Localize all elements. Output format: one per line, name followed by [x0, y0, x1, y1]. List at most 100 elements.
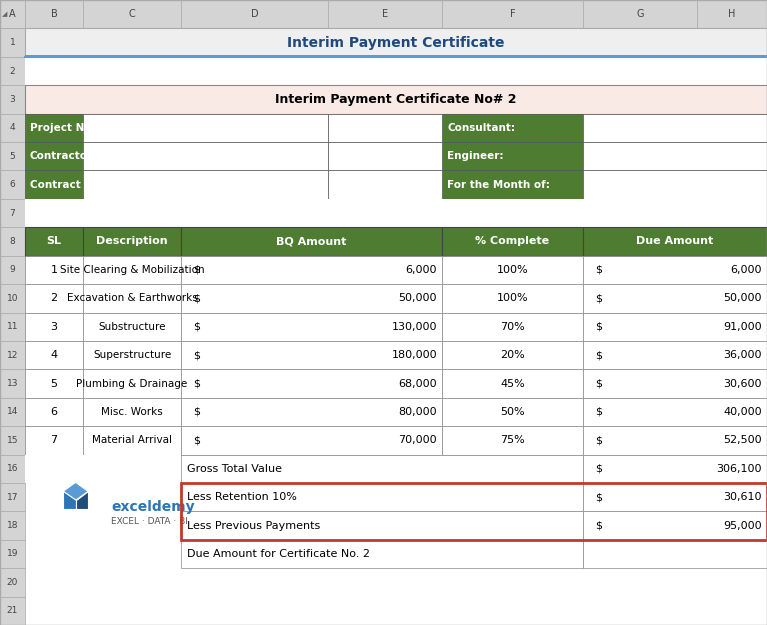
- Text: 50%: 50%: [500, 407, 525, 417]
- Bar: [83, 142, 328, 171]
- Text: 7: 7: [51, 436, 58, 446]
- Text: 4: 4: [10, 123, 15, 132]
- Bar: [442, 398, 583, 426]
- Text: 36,000: 36,000: [723, 350, 762, 360]
- Polygon shape: [76, 491, 88, 509]
- Text: Material Arrival: Material Arrival: [92, 436, 172, 446]
- Text: 6: 6: [51, 407, 58, 417]
- Text: $: $: [193, 265, 200, 275]
- Bar: [181, 284, 442, 312]
- Text: 68,000: 68,000: [398, 379, 437, 389]
- Text: 80,000: 80,000: [398, 407, 437, 417]
- Text: exceldemy: exceldemy: [111, 501, 195, 514]
- Bar: [25, 369, 83, 398]
- Bar: [83, 0, 181, 28]
- Text: ◢: ◢: [2, 11, 8, 18]
- Text: 6: 6: [10, 180, 15, 189]
- Text: 17: 17: [7, 492, 18, 502]
- Bar: [0, 511, 25, 540]
- Bar: [583, 398, 767, 426]
- Text: 13: 13: [7, 379, 18, 388]
- Bar: [181, 483, 767, 540]
- Text: A: A: [9, 9, 16, 19]
- Text: 180,000: 180,000: [391, 350, 437, 360]
- Text: 8: 8: [10, 237, 15, 246]
- Bar: [0, 28, 25, 57]
- Text: 5: 5: [51, 379, 58, 389]
- Bar: [25, 199, 767, 228]
- Text: Description: Description: [96, 236, 168, 246]
- Bar: [83, 284, 181, 312]
- Bar: [583, 483, 767, 511]
- Text: 130,000: 130,000: [391, 322, 437, 332]
- Text: 40,000: 40,000: [723, 407, 762, 417]
- Bar: [328, 171, 442, 199]
- Bar: [442, 228, 583, 256]
- Bar: [442, 312, 583, 341]
- Text: 20%: 20%: [500, 350, 525, 360]
- Bar: [0, 284, 25, 312]
- Text: 306,100: 306,100: [716, 464, 762, 474]
- Bar: [0, 199, 25, 228]
- Bar: [83, 114, 328, 142]
- Text: $: $: [595, 350, 602, 360]
- Text: 52,500: 52,500: [723, 436, 762, 446]
- Bar: [442, 114, 583, 142]
- Text: % Complete: % Complete: [476, 236, 550, 246]
- Text: 95,000: 95,000: [723, 521, 762, 531]
- Bar: [25, 171, 83, 199]
- Text: $: $: [595, 322, 602, 332]
- Bar: [181, 398, 442, 426]
- Text: 91,000: 91,000: [723, 322, 762, 332]
- Bar: [25, 0, 83, 28]
- Bar: [25, 398, 83, 426]
- Text: Superstructure: Superstructure: [93, 350, 171, 360]
- Bar: [25, 256, 83, 284]
- Bar: [328, 142, 442, 171]
- Bar: [0, 540, 25, 568]
- Text: Contract Amount:: Contract Amount:: [30, 179, 134, 189]
- Bar: [0, 312, 25, 341]
- Polygon shape: [63, 482, 88, 501]
- Text: 19: 19: [7, 549, 18, 559]
- Bar: [0, 142, 25, 171]
- Bar: [583, 228, 767, 256]
- Text: F: F: [510, 9, 515, 19]
- Text: $: $: [595, 379, 602, 389]
- Bar: [442, 341, 583, 369]
- Bar: [0, 0, 25, 28]
- Text: $: $: [595, 293, 602, 303]
- Bar: [25, 114, 83, 142]
- Text: 3: 3: [10, 95, 15, 104]
- Bar: [442, 284, 583, 312]
- Text: 15: 15: [7, 436, 18, 445]
- Bar: [442, 369, 583, 398]
- Bar: [0, 57, 25, 85]
- Bar: [583, 540, 767, 568]
- Text: 20: 20: [7, 578, 18, 587]
- Text: Gross Total Value: Gross Total Value: [187, 464, 282, 474]
- Bar: [0, 568, 25, 597]
- Bar: [442, 426, 583, 454]
- Bar: [181, 454, 583, 483]
- Text: Site Clearing & Mobilization: Site Clearing & Mobilization: [60, 265, 204, 275]
- Text: 4: 4: [51, 350, 58, 360]
- Text: 70%: 70%: [500, 322, 525, 332]
- Bar: [0, 597, 25, 625]
- Text: 16: 16: [7, 464, 18, 473]
- Bar: [442, 256, 583, 284]
- Text: Plumbing & Drainage: Plumbing & Drainage: [77, 379, 188, 389]
- Bar: [181, 312, 442, 341]
- Bar: [0, 454, 25, 483]
- Bar: [0, 483, 25, 511]
- Bar: [0, 398, 25, 426]
- Text: Less Retention 10%: Less Retention 10%: [187, 492, 297, 502]
- Bar: [25, 341, 83, 369]
- Bar: [583, 312, 767, 341]
- Bar: [0, 369, 25, 398]
- Bar: [181, 483, 583, 511]
- Text: 1: 1: [51, 265, 58, 275]
- Bar: [83, 228, 181, 256]
- Text: Substructure: Substructure: [98, 322, 166, 332]
- Bar: [181, 0, 328, 28]
